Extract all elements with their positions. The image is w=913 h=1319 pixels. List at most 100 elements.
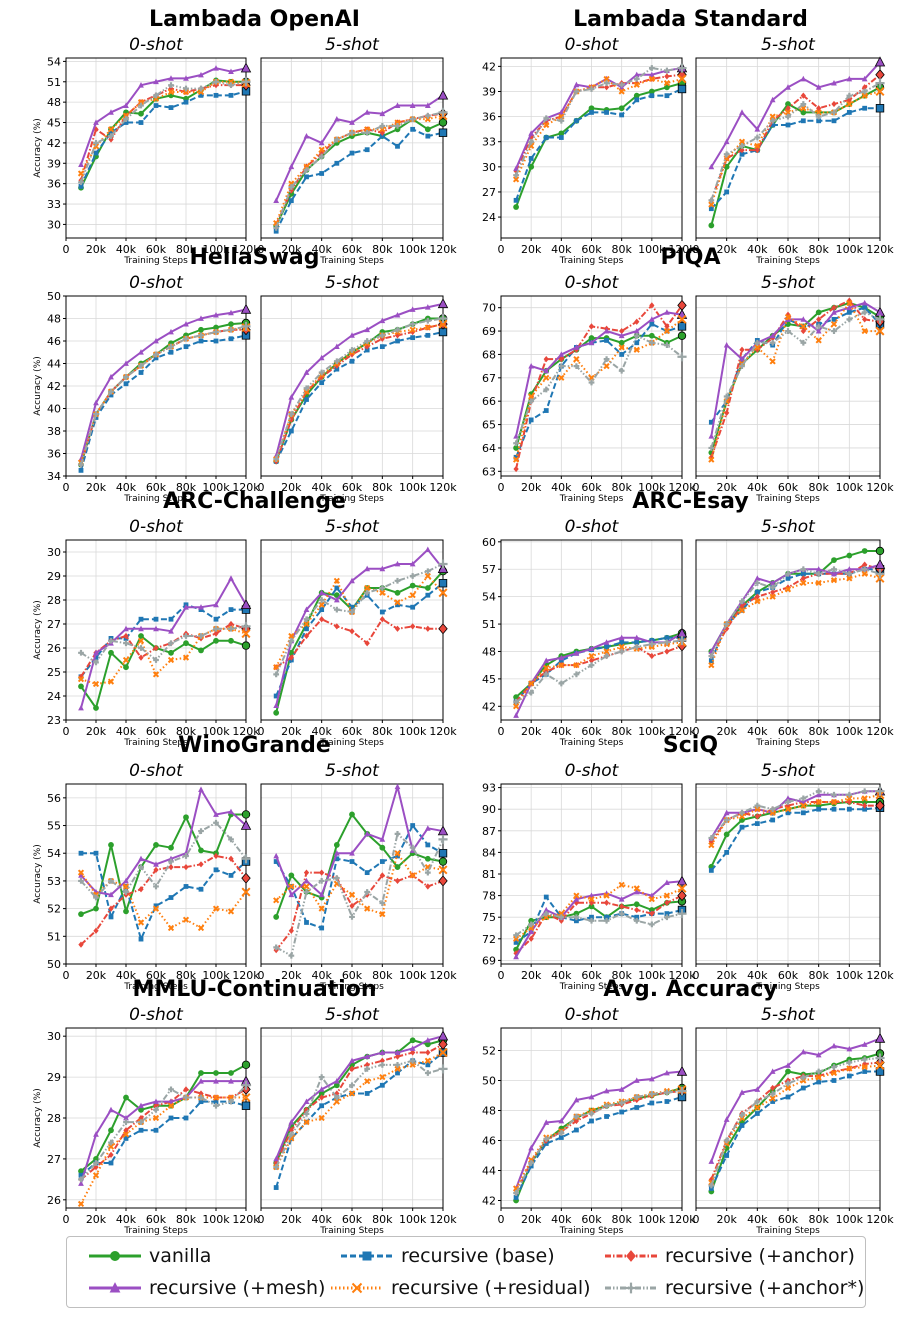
legend-label: recursive (+anchor) <box>665 1245 855 1267</box>
series-recursive-mesh- <box>513 62 688 171</box>
data-point <box>677 322 687 331</box>
data-point <box>153 616 159 622</box>
data-point <box>273 702 280 708</box>
series-recursive-anchor- <box>513 63 687 179</box>
data-point <box>862 802 868 809</box>
data-point <box>123 908 129 915</box>
data-point <box>677 909 687 919</box>
data-point <box>831 791 837 798</box>
data-point <box>528 138 535 145</box>
x-tick-label: 120k <box>232 481 260 494</box>
x-tick-label: 100k <box>836 969 864 982</box>
y-tick-label: 38 <box>47 425 61 438</box>
data-point <box>573 1096 580 1103</box>
data-point <box>437 89 449 100</box>
data-point <box>815 84 822 90</box>
data-point <box>861 1041 868 1047</box>
data-point <box>241 629 251 639</box>
data-point <box>664 84 670 91</box>
data-point <box>379 900 386 906</box>
data-point <box>213 630 219 637</box>
data-point <box>723 817 730 823</box>
data-point <box>138 855 144 862</box>
data-point <box>409 1057 416 1064</box>
data-point <box>425 592 431 598</box>
data-point <box>846 1065 853 1072</box>
data-point <box>394 1061 401 1068</box>
series-recursive-residual- <box>77 869 251 932</box>
data-point <box>93 894 99 901</box>
series-line <box>710 549 880 652</box>
data-point <box>288 952 295 959</box>
panel-0-shot: 0-shot 23 24 25 26 27 28 29 30 0 20k 40k 60k 80k 100k 1… <box>47 517 260 748</box>
y-tick-label: 39 <box>482 85 496 98</box>
x-tick-label: 20k <box>281 725 302 738</box>
data-point <box>664 93 670 99</box>
data-point <box>241 641 251 650</box>
data-point <box>349 150 355 156</box>
data-point <box>212 905 220 912</box>
series-line <box>275 1043 444 1164</box>
data-point <box>425 842 431 848</box>
data-point <box>862 84 868 91</box>
y-tick-label: 30 <box>47 218 61 231</box>
data-point <box>633 332 640 339</box>
series-recursive-residual- <box>273 319 448 463</box>
series-recursive-residual- <box>77 322 251 466</box>
data-point <box>319 925 325 931</box>
data-point <box>153 657 159 663</box>
data-point <box>228 321 234 328</box>
data-point <box>93 150 99 156</box>
data-point <box>167 656 175 664</box>
data-point <box>634 914 640 920</box>
data-point <box>558 1117 565 1124</box>
data-point <box>831 304 837 311</box>
data-point <box>815 791 822 798</box>
data-point <box>348 891 356 898</box>
data-point <box>394 599 401 606</box>
data-point <box>846 552 853 559</box>
data-point <box>198 1090 204 1097</box>
data-point <box>708 1186 714 1191</box>
data-point <box>198 847 204 854</box>
y-tick-label: 45 <box>47 117 61 130</box>
data-point <box>558 374 565 381</box>
x-tick-label: 20k <box>86 481 107 494</box>
data-point <box>303 385 310 392</box>
legend-swatch <box>89 1282 141 1293</box>
panel-subtitle: 0-shot <box>129 517 184 537</box>
data-point <box>528 689 535 696</box>
y-tick-label: 51 <box>47 930 61 943</box>
series-line <box>710 302 881 437</box>
data-point <box>723 151 730 158</box>
x-tick-label: 80k <box>372 243 393 256</box>
series-recursive-residual- <box>512 881 687 942</box>
chart-piqa: PIQA 0-shot 63 64 65 66 67 68 69 70 0 20k 40k 60k 80k 1… <box>482 245 894 504</box>
x-tick-label: 20k <box>521 725 542 738</box>
data-point <box>379 133 385 139</box>
data-point <box>138 82 144 88</box>
series-line <box>710 563 881 657</box>
y-tick-label: 60 <box>482 536 496 549</box>
data-point <box>861 566 868 573</box>
x-tick-label: 40k <box>747 969 768 982</box>
data-point <box>153 78 159 85</box>
data-point <box>618 643 625 651</box>
y-tick-label: 68 <box>482 348 496 361</box>
data-point <box>153 1127 159 1133</box>
x-axis-label: Training Steps <box>755 494 820 504</box>
data-point <box>846 100 853 108</box>
data-point <box>93 119 99 125</box>
y-tick-label: 63 <box>482 465 496 478</box>
data-point <box>288 163 295 170</box>
x-tick-label: 20k <box>86 725 107 738</box>
x-tick-label: 0 <box>498 1213 505 1226</box>
data-point <box>197 924 205 932</box>
data-point <box>588 339 595 346</box>
x-tick-label: 120k <box>668 243 696 256</box>
data-point <box>739 146 745 154</box>
data-point <box>861 88 868 95</box>
data-point <box>784 586 792 593</box>
data-point <box>676 875 688 886</box>
data-point <box>409 582 416 589</box>
